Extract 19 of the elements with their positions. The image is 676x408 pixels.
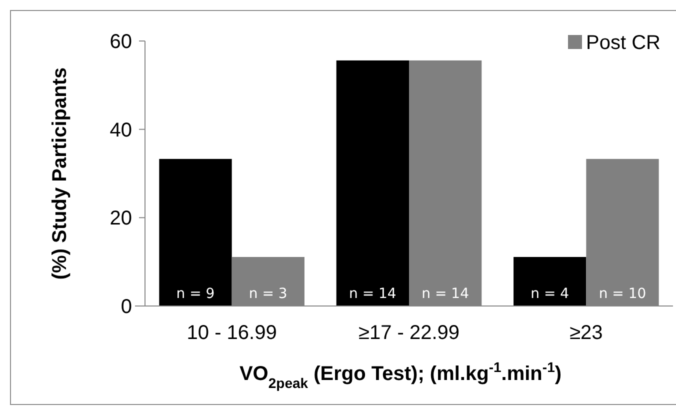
y-tick-label: 0: [120, 296, 132, 318]
x-tick-label: ≥17 - 22.99: [358, 322, 460, 344]
y-axis-title: (%) Study Participants: [49, 67, 71, 280]
annotation: n = 14: [422, 286, 470, 302]
annotation: n = 3: [248, 286, 288, 302]
annotation: n = 9: [176, 286, 215, 302]
bar: [336, 60, 409, 306]
annotation: n = 14: [349, 286, 396, 302]
y-tick-label: 60: [110, 31, 132, 53]
x-tick-label: 10 - 16.99: [186, 322, 277, 344]
x-tick-label: ≥23: [570, 322, 603, 344]
bar: [159, 158, 232, 306]
legend-label: Post CR: [586, 32, 660, 54]
y-tick-label: 40: [110, 119, 132, 142]
y-tick-label: 20: [110, 208, 132, 230]
bar: [514, 256, 586, 306]
x-axis-title: VO$_{2peak}$ (Ergo Test); (ml.kg$^{-1}$.min$^{-1}$): [239, 359, 562, 391]
annotation: n = 10: [598, 286, 646, 302]
annotation: n = 4: [530, 286, 570, 302]
